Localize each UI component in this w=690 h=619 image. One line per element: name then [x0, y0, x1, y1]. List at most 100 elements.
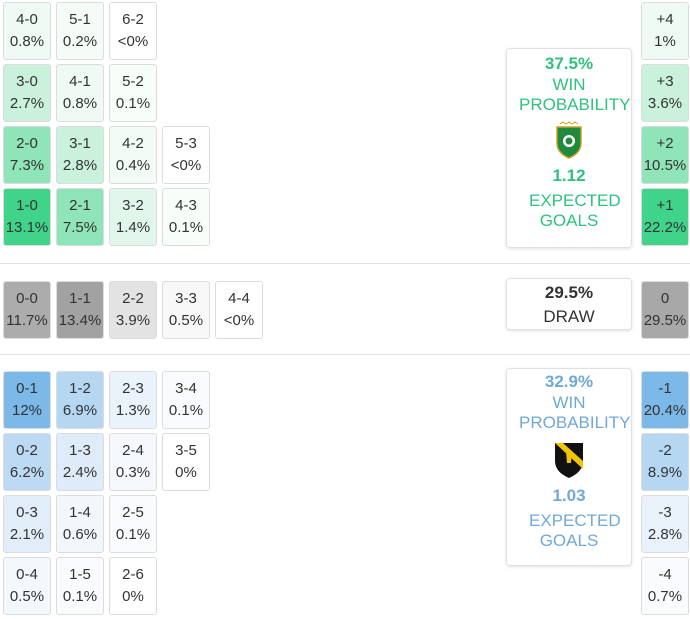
score-cell: 3-1 2.8% — [56, 126, 104, 184]
score: 2-0 — [16, 135, 38, 152]
grid-row: 1-0 13.1% 2-1 7.5% 3-2 1.4% 4-3 0.1% — [3, 188, 210, 246]
score: 2-1 — [69, 197, 91, 214]
probability: 0.1% — [62, 588, 98, 605]
grid-row: 0-4 0.5% 1-5 0.1% 2-6 0% — [3, 557, 210, 615]
score: 5-2 — [122, 73, 144, 90]
score: 0-4 — [16, 566, 38, 583]
score: 1-1 — [69, 290, 91, 307]
score: 4-1 — [69, 73, 91, 90]
score-cell: 4-3 0.1% — [162, 188, 210, 246]
probability: 8.9% — [647, 464, 683, 481]
score: 4-0 — [16, 11, 38, 28]
score-cell: 6-2 <0% — [109, 2, 157, 60]
score: 5-3 — [175, 135, 197, 152]
score: +2 — [656, 135, 674, 152]
score-cell: 2-3 1.3% — [109, 371, 157, 429]
probability: 2.4% — [62, 464, 98, 481]
score: 0-0 — [16, 290, 38, 307]
score: 1-2 — [69, 380, 91, 397]
probability: <0% — [117, 33, 149, 50]
score-cell: 2-6 0% — [109, 557, 157, 615]
probability: 6.2% — [9, 464, 45, 481]
score-cell: 5-2 0.1% — [109, 64, 157, 122]
margin-cell: -3 2.8% — [641, 495, 689, 553]
probability: 0% — [175, 464, 197, 481]
away-grid: 0-1 12% 1-2 6.9% 2-3 1.3% 3-4 0.1% 0-2 6.2% 1-3 2.4… — [3, 371, 210, 615]
score-cell: 3-5 0% — [162, 433, 210, 491]
probability: 0.8% — [9, 33, 45, 50]
score: 6-2 — [122, 11, 144, 28]
probability: 13.1% — [5, 219, 49, 236]
score: 1-0 — [16, 197, 38, 214]
score: +4 — [656, 11, 674, 28]
home-margins: +4 1% +3 3.6% +2 10.5% +1 22.2% — [641, 2, 689, 246]
score: 5-1 — [69, 11, 91, 28]
score: 1-3 — [69, 442, 91, 459]
win-probability: 37.5% — [544, 54, 594, 73]
score-cell: 4-1 0.8% — [56, 64, 104, 122]
score-cell: 3-2 1.4% — [109, 188, 157, 246]
score: 3-5 — [175, 442, 197, 459]
probability: 0.2% — [62, 33, 98, 50]
grid-row: 0-3 2.1% 1-4 0.6% 2-5 0.1% — [3, 495, 210, 553]
probability: 2.8% — [62, 157, 98, 174]
home-logo — [556, 121, 582, 159]
score: 4-2 — [122, 135, 144, 152]
probability: 2.1% — [9, 526, 45, 543]
score-cell: 2-0 7.3% — [3, 126, 51, 184]
score-cell: 0-1 12% — [3, 371, 51, 429]
probability: 2.7% — [9, 95, 45, 112]
probability: 0.4% — [115, 157, 151, 174]
probability: 20.4% — [643, 402, 687, 419]
probability: 0.3% — [115, 464, 151, 481]
probability: 0.1% — [168, 219, 204, 236]
draw-grid: 0-0 11.7% 1-1 13.4% 2-2 3.9% 3-3 0.5% 4-4 <0% — [3, 281, 263, 339]
probability: 3.6% — [647, 95, 683, 112]
probability: 11.7% — [6, 312, 48, 329]
draw-margin: 0 29.5% — [641, 281, 689, 339]
grid-row: 4-0 0.8% 5-1 0.2% 6-2 <0% — [3, 2, 210, 60]
probability: 1.4% — [115, 219, 151, 236]
score-cell: 3-3 0.5% — [162, 281, 210, 339]
score-cell: 1-0 13.1% — [3, 188, 51, 246]
margin-cell: 0 29.5% — [641, 281, 689, 339]
probability: 0% — [122, 588, 144, 605]
score-cell: 1-5 0.1% — [56, 557, 104, 615]
margin-cell: +4 1% — [641, 2, 689, 60]
score: 3-0 — [16, 73, 38, 90]
divider — [0, 354, 690, 355]
score: 1-4 — [69, 504, 91, 521]
probability: 29.5% — [643, 312, 687, 329]
score-cell: 4-4 <0% — [215, 281, 263, 339]
probability: 6.9% — [62, 402, 98, 419]
grid-row: 0-2 6.2% 1-3 2.4% 2-4 0.3% 3-5 0% — [3, 433, 210, 491]
score-cell: 3-4 0.1% — [162, 371, 210, 429]
score-cell: 1-3 2.4% — [56, 433, 104, 491]
away-margins: -1 20.4% -2 8.9% -3 2.8% -4 0.7% — [641, 371, 689, 615]
score-cell: 5-3 <0% — [162, 126, 210, 184]
score-cell: 0-0 11.7% — [3, 281, 51, 339]
score-cell: 2-4 0.3% — [109, 433, 157, 491]
probability: 1% — [654, 33, 676, 50]
grid-row: 0-0 11.7% 1-1 13.4% 2-2 3.9% 3-3 0.5% 4-4 <0% — [3, 281, 263, 339]
score: 2-4 — [122, 442, 144, 459]
score: 0 — [660, 290, 670, 307]
margin-cell: -1 20.4% — [641, 371, 689, 429]
score: 3-3 — [175, 290, 197, 307]
score-cell: 2-1 7.5% — [56, 188, 104, 246]
probability: 0.8% — [62, 95, 98, 112]
score-cell: 0-4 0.5% — [3, 557, 51, 615]
probability: 7.5% — [62, 219, 98, 236]
score: 0-2 — [16, 442, 38, 459]
grid-row: 3-0 2.7% 4-1 0.8% 5-2 0.1% — [3, 64, 210, 122]
score-cell: 1-4 0.6% — [56, 495, 104, 553]
score-cell: 5-1 0.2% — [56, 2, 104, 60]
margin-cell: -4 0.7% — [641, 557, 689, 615]
score-cell: 2-5 0.1% — [109, 495, 157, 553]
probability: 0.1% — [168, 402, 204, 419]
win-label: WIN PROBABILITY — [519, 393, 631, 432]
probability: 0.7% — [647, 588, 683, 605]
score-cell: 0-2 6.2% — [3, 433, 51, 491]
grid-row: 0-1 12% 1-2 6.9% 2-3 1.3% 3-4 0.1% — [3, 371, 210, 429]
score: +1 — [656, 197, 674, 214]
